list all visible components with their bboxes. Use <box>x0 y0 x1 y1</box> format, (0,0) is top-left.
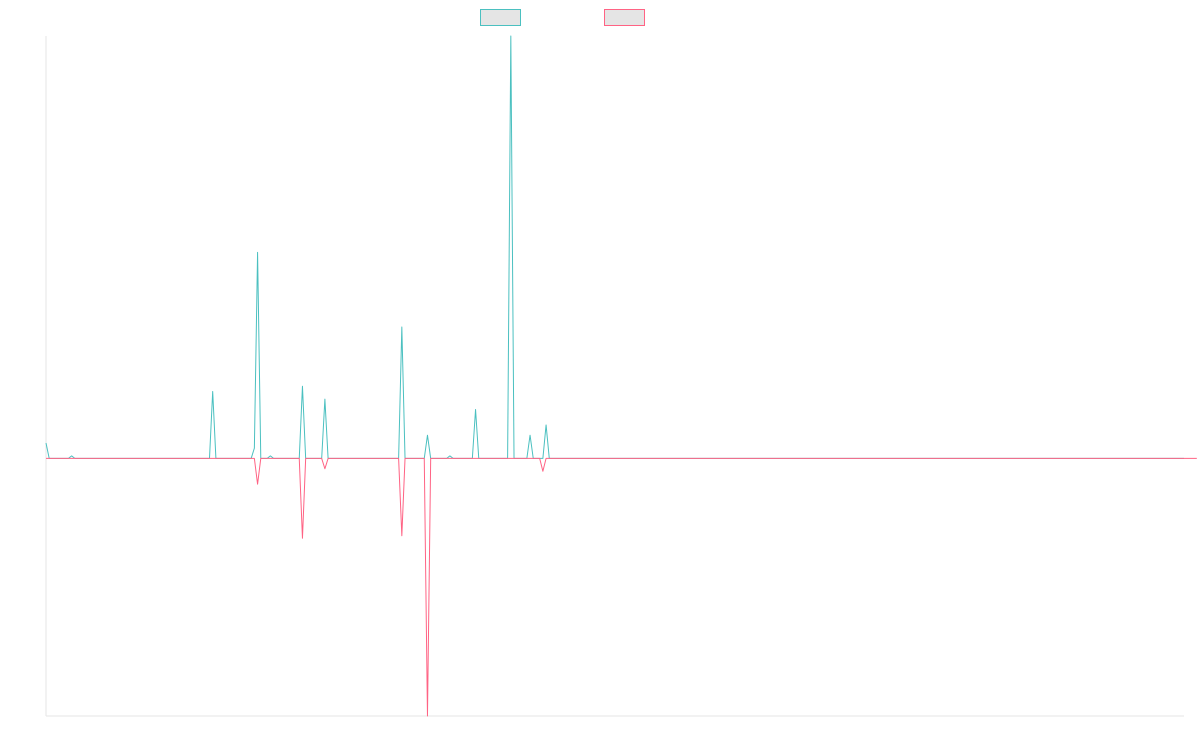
legend-swatch <box>480 9 521 26</box>
legend <box>480 9 645 26</box>
legend-item <box>480 9 521 26</box>
chart-axes <box>45 36 1184 717</box>
legend-item <box>604 9 645 26</box>
series-line <box>45 35 1184 459</box>
series-1 <box>45 35 1185 459</box>
legend-swatch <box>604 9 645 26</box>
series-line <box>46 457 1197 717</box>
series-2 <box>45 457 1197 717</box>
series-layer <box>45 35 1197 717</box>
